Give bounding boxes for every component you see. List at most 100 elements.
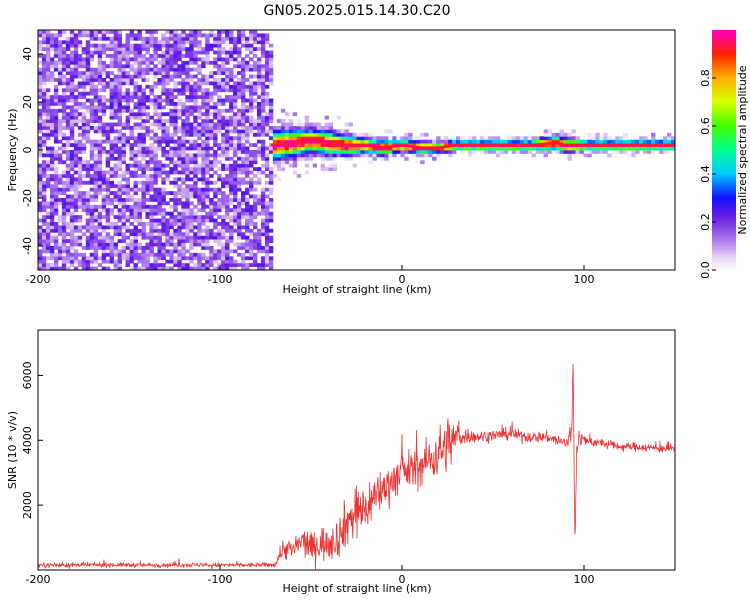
heatmap-cell — [145, 180, 150, 185]
heatmap-cell — [304, 163, 310, 168]
heatmap-cell — [571, 146, 576, 151]
heatmap-cell — [264, 160, 270, 165]
heatmap-cell — [428, 143, 433, 147]
heatmap-cell — [643, 146, 648, 151]
heatmap-cell — [109, 105, 115, 110]
heatmap-cell — [161, 64, 166, 69]
heatmap-cell — [85, 64, 91, 69]
colorbar-tick-label: 0.2 — [699, 213, 712, 231]
heatmap-cell — [288, 122, 294, 127]
heatmap-cell — [233, 91, 238, 96]
heatmap-cell — [213, 102, 218, 106]
heatmap-cell — [165, 40, 170, 45]
heatmap-cell — [380, 156, 385, 161]
heatmap-cell — [145, 198, 150, 202]
heatmap-cell — [189, 266, 194, 270]
heatmap-cell — [89, 222, 95, 226]
heatmap-cell — [109, 126, 115, 130]
heatmap-cell — [109, 102, 115, 106]
heatmap-cell — [304, 119, 310, 123]
heatmap-cell — [161, 150, 166, 154]
heatmap-cell — [233, 43, 238, 48]
heatmap-cell — [69, 174, 75, 178]
heatmap-cell — [233, 40, 238, 45]
heatmap-cell — [53, 132, 59, 137]
heatmap-cell — [229, 174, 234, 178]
heatmap-cell — [165, 163, 170, 168]
heatmap-cell — [229, 259, 234, 264]
heatmap-cell — [213, 225, 218, 230]
heatmap-cell — [249, 95, 254, 99]
heatmap-cell — [141, 36, 146, 41]
heatmap-cell — [129, 47, 134, 51]
heatmap-cell — [591, 139, 596, 144]
heatmap-cell — [141, 232, 146, 237]
heatmap-cell — [213, 43, 218, 48]
heatmap-cell — [41, 88, 47, 93]
heatmap-cell — [113, 36, 119, 41]
heatmap-cell — [336, 115, 341, 120]
heatmap-cell — [61, 64, 67, 69]
heatmap-cell — [241, 98, 246, 103]
heatmap-cell — [181, 246, 186, 250]
heatmap-cell — [173, 43, 178, 48]
heatmap-cell — [260, 108, 266, 113]
heatmap-cell — [205, 122, 210, 127]
heatmap-cell — [189, 259, 194, 264]
heatmap-cell — [324, 126, 330, 130]
heatmap-cell — [117, 218, 123, 223]
heatmap-cell — [268, 136, 274, 141]
heatmap-cell — [173, 119, 178, 123]
heatmap-cell — [312, 129, 318, 134]
heatmap-cell — [308, 136, 314, 141]
heatmap-cell — [197, 112, 202, 117]
heatmap-cell — [145, 167, 150, 171]
heatmap-cell — [173, 108, 178, 113]
heatmap-cell — [185, 194, 190, 199]
heatmap-cell — [256, 36, 262, 41]
heatmap-cell — [241, 30, 246, 34]
heatmap-cell — [384, 150, 389, 154]
heatmap-cell — [284, 160, 290, 165]
heatmap-cell — [535, 146, 541, 151]
heatmap-cell — [177, 33, 182, 38]
heatmap-cell — [125, 228, 130, 233]
heatmap-cell — [101, 43, 107, 48]
heatmap-cell — [667, 132, 672, 137]
heatmap-cell — [173, 191, 178, 195]
heatmap-cell — [221, 60, 226, 65]
heatmap-cell — [177, 163, 182, 168]
heatmap-cell — [181, 239, 186, 243]
heatmap-cell — [121, 74, 126, 79]
heatmap-cell — [229, 167, 234, 171]
heatmap-cell — [153, 263, 158, 267]
heatmap-cell — [93, 156, 99, 161]
heatmap-cell — [53, 33, 59, 38]
heatmap-cell — [304, 132, 310, 137]
heatmap-cell — [348, 150, 353, 154]
heatmap-cell — [256, 102, 262, 106]
heatmap-cell — [189, 167, 194, 171]
heatmap-cell — [157, 256, 162, 261]
heatmap-cell — [181, 235, 186, 240]
heatmap-cell — [288, 146, 294, 151]
heatmap-cell — [205, 136, 210, 141]
heatmap-cell — [249, 81, 254, 86]
heatmap-cell — [201, 50, 206, 55]
heatmap-cell — [563, 132, 568, 137]
heatmap-cell — [221, 132, 226, 137]
heatmap-cell — [117, 119, 123, 123]
heatmap-cell — [221, 143, 226, 147]
heatmap-cell — [197, 232, 202, 237]
heatmap-cell — [467, 139, 473, 144]
heatmap-cell — [97, 81, 103, 86]
heatmap-cell — [85, 256, 91, 261]
heatmap-cell — [260, 119, 266, 123]
heatmap-cell — [89, 225, 95, 230]
heatmap-cell — [185, 222, 190, 226]
heatmap-cell — [45, 263, 51, 267]
heatmap-cell — [245, 160, 250, 165]
heatmap-cell — [129, 222, 134, 226]
heatmap-cell — [81, 129, 87, 134]
heatmap-cell — [153, 119, 158, 123]
